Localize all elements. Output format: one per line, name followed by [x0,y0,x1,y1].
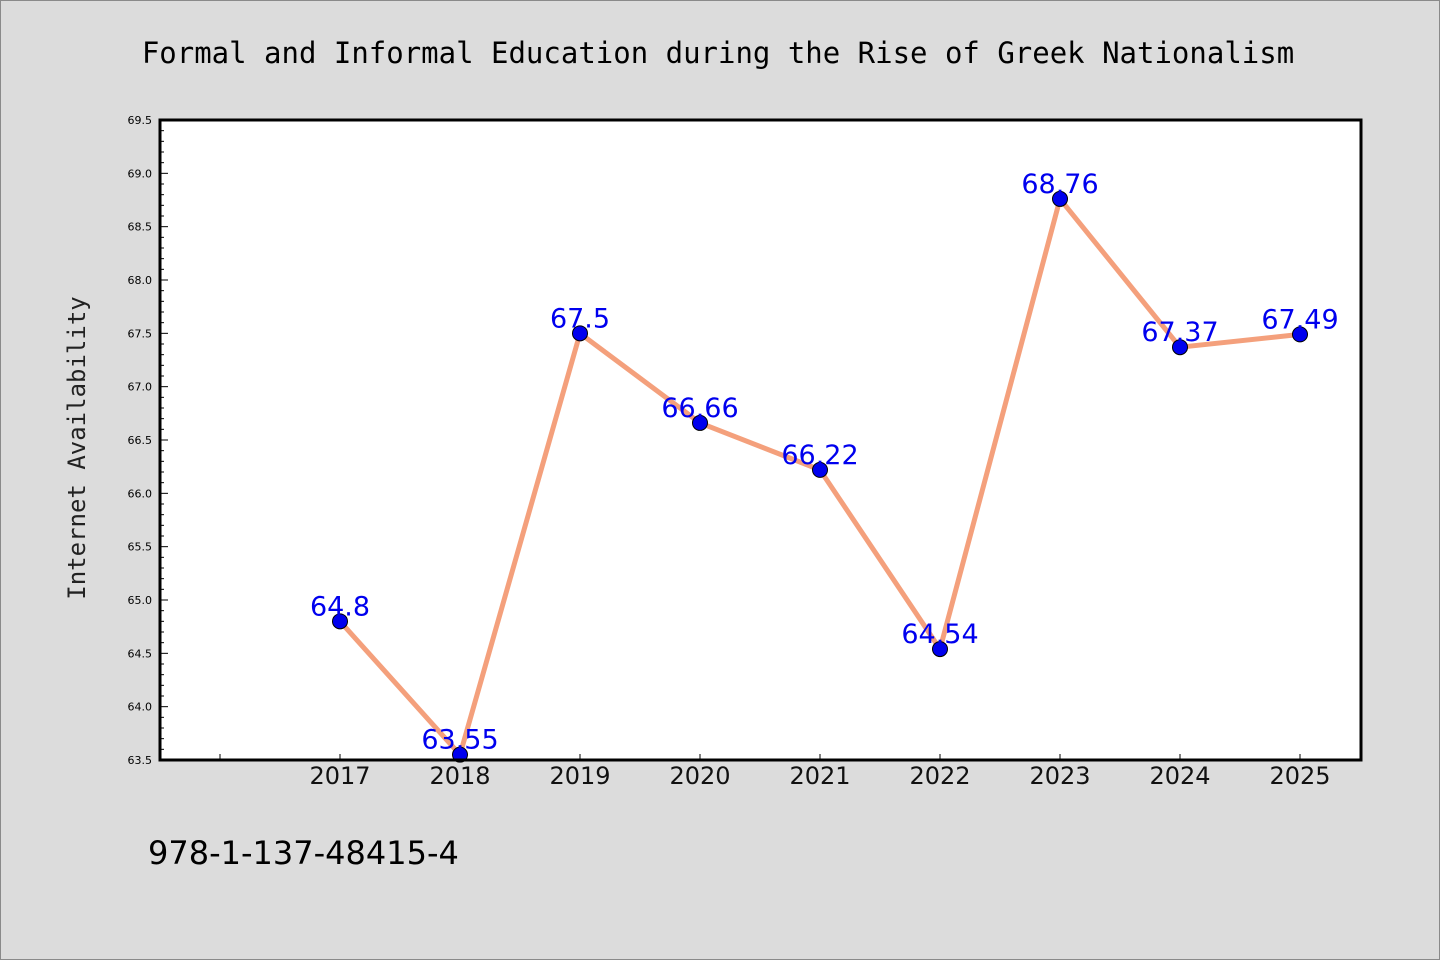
data-label: 68.76 [1021,169,1098,200]
data-label: 64.8 [310,591,370,622]
y-tick-label: 68.0 [128,274,153,287]
data-labels: 64.8 63.55 67.5 66.66 66.22 64.54 68.76 67.37 67… [310,169,1339,756]
x-tick-label: 2021 [789,762,850,790]
y-axis-ticks: 63.5 64.0 64.5 65.0 65.5 66.0 66.5 67.0 67.5 68.0… [128,114,168,767]
y-tick-label: 67.0 [128,381,153,394]
data-point [692,414,708,431]
y-tick-label: 69.5 [128,114,153,127]
x-tick-label: 2018 [429,762,490,790]
x-tick-label: 2019 [549,762,610,790]
data-label: 64.54 [901,619,978,650]
y-axis-label: Internet Availability [63,296,91,599]
x-axis-ticks: 2017 2018 2019 2020 2021 2022 2023 2024 2025 [219,754,1331,790]
data-label: 67.5 [550,303,610,334]
y-tick-label: 65.5 [128,541,153,554]
isbn-footer: 978-1-137-48415-4 [148,834,459,872]
data-label: 66.22 [781,440,858,471]
data-point [1172,339,1188,356]
x-tick-label: 2017 [309,762,370,790]
y-tick-label: 69.0 [128,167,153,180]
plot-frame [158,118,1363,762]
y-tick-label: 67.5 [128,327,153,340]
y-tick-label: 64.5 [128,647,153,660]
data-label: 67.37 [1141,317,1218,348]
data-label: 63.55 [421,725,498,756]
y-tick-label: 66.0 [128,487,153,500]
data-point [932,641,948,658]
chart-title: Formal and Informal Education during the… [142,36,1294,70]
data-label: 67.49 [1261,304,1338,335]
y-tick-label: 63.5 [128,754,153,767]
y-tick-label: 68.5 [128,221,153,234]
data-point [812,461,828,478]
data-markers [332,190,1308,763]
x-tick-label: 2020 [669,762,730,790]
x-tick-label: 2024 [1149,762,1210,790]
y-tick-label: 66.5 [128,434,153,447]
x-tick-label: 2025 [1269,762,1330,790]
y-tick-label: 64.0 [128,701,153,714]
data-point [1052,190,1068,207]
plot-area [160,120,1361,760]
data-label: 66.66 [661,393,738,424]
data-point [452,746,468,763]
x-tick-label: 2022 [909,762,970,790]
x-tick-label: 2023 [1029,762,1090,790]
data-point [572,325,588,342]
y-tick-label: 65.0 [128,594,153,607]
data-point [1292,326,1308,343]
data-point [332,613,348,630]
